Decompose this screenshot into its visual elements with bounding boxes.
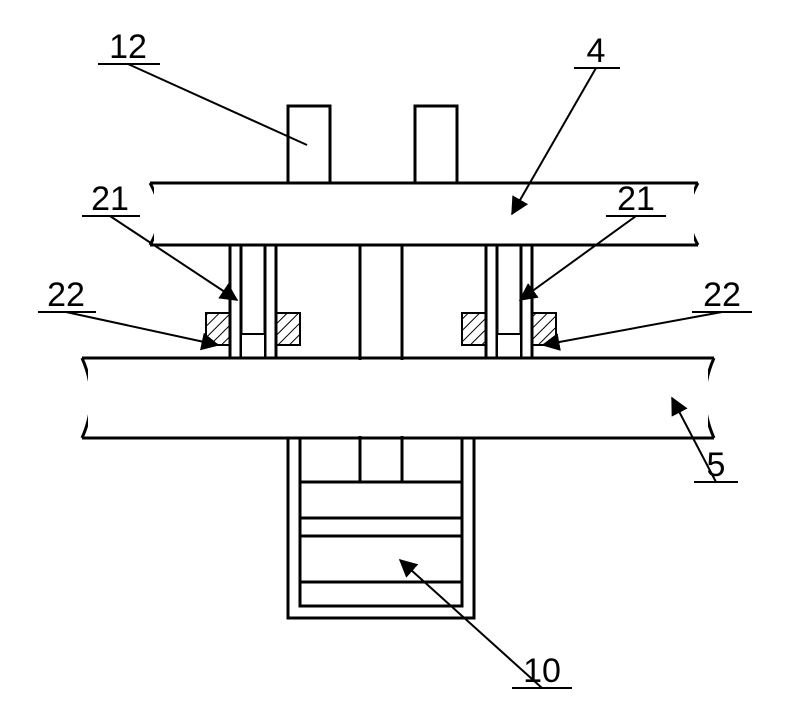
label-10: 10: [523, 652, 561, 690]
label-21R: 21: [617, 180, 655, 218]
label-21L: 21: [91, 180, 129, 218]
label-12: 12: [109, 28, 147, 66]
label-22L: 22: [47, 276, 85, 314]
label-5: 5: [707, 446, 726, 484]
label-22R: 22: [703, 276, 741, 314]
label-4: 4: [587, 32, 606, 70]
